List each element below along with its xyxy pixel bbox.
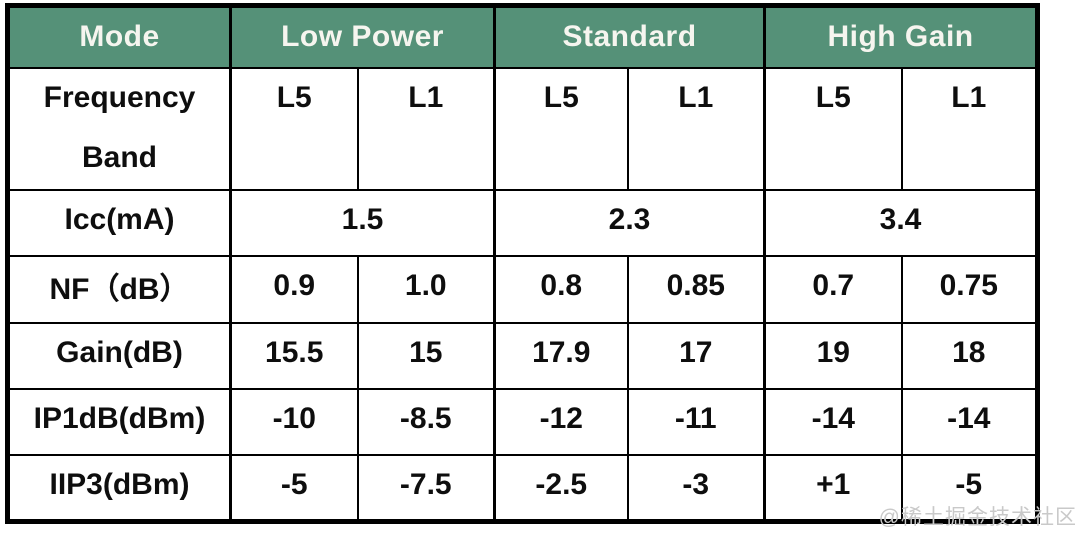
- ip1db-cell-lp-l1: -8.5: [356, 387, 496, 457]
- row-label-ip1db: IP1dB(dBm): [6, 387, 232, 457]
- icc-cell-low-power: 1.5: [228, 189, 496, 258]
- icc-cell-standard: 2.3: [493, 189, 766, 258]
- gain-cell-hg-l1: 18: [900, 321, 1039, 390]
- rf-mode-spec-table: Mode Low Power Standard High Gain Freque…: [5, 3, 1041, 524]
- frequency-label-line2: Band: [82, 140, 157, 174]
- row-label-iip3: IIP3(dBm): [6, 454, 232, 523]
- nf-cell-std-l1: 0.85: [626, 255, 766, 324]
- nf-cell-std-l5: 0.8: [493, 255, 629, 324]
- band-cell-lp-l5: L5: [229, 66, 359, 192]
- gain-cell-hg-l5: 19: [763, 321, 903, 390]
- band-cell-hg-l5: L5: [763, 66, 903, 192]
- gain-cell-lp-l1: 15: [356, 321, 496, 390]
- iip3-cell-std-l1: -3: [626, 454, 766, 523]
- band-cell-std-l5: L5: [493, 66, 629, 192]
- nf-cell-hg-l1: 0.75: [900, 255, 1039, 324]
- gain-cell-std-l5: 17.9: [493, 321, 629, 390]
- gain-cell-lp-l5: 15.5: [229, 321, 359, 390]
- nf-cell-hg-l5: 0.7: [763, 255, 903, 324]
- row-label-frequency-band: Frequency Band: [6, 66, 232, 192]
- iip3-cell-lp-l5: -5: [229, 454, 359, 523]
- band-cell-std-l1: L1: [626, 66, 766, 192]
- nf-cell-lp-l5: 0.9: [229, 255, 359, 324]
- ip1db-row: IP1dB(dBm) -10 -8.5 -12 -11 -14 -14: [6, 387, 1039, 457]
- group-header-high-gain: High Gain: [763, 4, 1039, 69]
- ip1db-cell-hg-l5: -14: [763, 387, 903, 457]
- header-row: Mode Low Power Standard High Gain: [6, 4, 1039, 69]
- row-label-gain: Gain(dB): [6, 321, 232, 390]
- ip1db-cell-lp-l5: -10: [229, 387, 359, 457]
- icc-cell-high-gain: 3.4: [763, 189, 1039, 258]
- row-label-icc: Icc(mA): [6, 189, 232, 258]
- iip3-cell-hg-l1: -5: [900, 454, 1039, 523]
- frequency-band-row: Frequency Band L5 L1 L5 L1 L5 L1: [6, 66, 1039, 192]
- band-cell-lp-l1: L1: [356, 66, 496, 192]
- icc-row: Icc(mA) 1.5 2.3 3.4: [6, 189, 1039, 258]
- ip1db-cell-hg-l1: -14: [900, 387, 1039, 457]
- nf-row: NF（dB） 0.9 1.0 0.8 0.85 0.7 0.75: [6, 255, 1039, 324]
- header-cell-mode: Mode: [6, 4, 232, 69]
- group-header-low-power: Low Power: [228, 4, 496, 69]
- row-label-nf: NF（dB）: [6, 255, 232, 324]
- band-cell-hg-l1: L1: [900, 66, 1039, 192]
- iip3-cell-lp-l1: -7.5: [356, 454, 496, 523]
- iip3-cell-hg-l5: +1: [763, 454, 903, 523]
- iip3-row: IIP3(dBm) -5 -7.5 -2.5 -3 +1 -5: [6, 454, 1039, 523]
- nf-cell-lp-l1: 1.0: [356, 255, 496, 324]
- gain-row: Gain(dB) 15.5 15 17.9 17 19 18: [6, 321, 1039, 390]
- iip3-cell-std-l5: -2.5: [493, 454, 629, 523]
- group-header-standard: Standard: [493, 4, 766, 69]
- frequency-label-line1: Frequency: [43, 80, 196, 114]
- ip1db-cell-std-l5: -12: [493, 387, 629, 457]
- gain-cell-std-l1: 17: [626, 321, 766, 390]
- ip1db-cell-std-l1: -11: [626, 387, 766, 457]
